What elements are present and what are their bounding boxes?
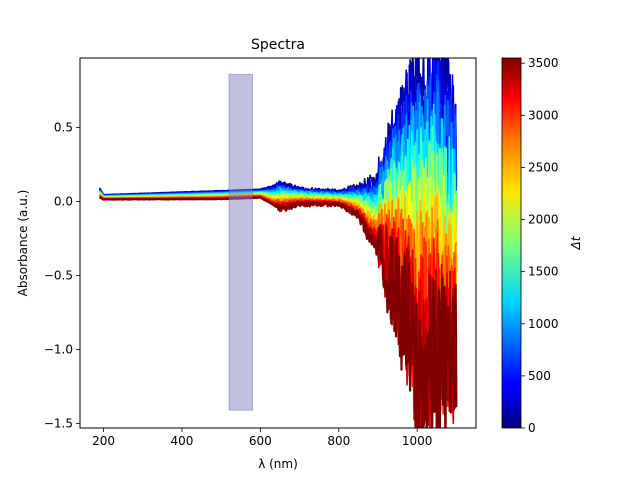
series-layer [98, 58, 458, 428]
x-tick-label: 1000 [402, 434, 433, 448]
y-axis-ticks: 0.5 0.0 −0.5 −1.0 −1.5 [44, 121, 80, 431]
chart-title: Spectra [251, 37, 305, 53]
colorbar-tick-label: 2000 [528, 213, 559, 227]
colorbar-tick-label: 0 [528, 421, 536, 435]
colorbar-tick-label: 3000 [528, 108, 559, 122]
colorbar-tick-label: 1500 [528, 265, 559, 279]
x-axis-label: λ (nm) [258, 457, 298, 471]
y-axis-label: Absorbance (a.u.) [16, 190, 30, 297]
y-tick-label: −1.0 [44, 343, 73, 357]
x-axis-ticks: 200 400 600 800 1000 [92, 428, 432, 448]
plot-frame [79, 57, 477, 429]
colorbar-tick-label: 2500 [528, 160, 559, 174]
colorbar-tick-label: 500 [528, 369, 551, 383]
y-tick-label: −1.5 [44, 417, 73, 431]
y-tick-label: −0.5 [44, 269, 73, 283]
y-tick-label: 0.0 [54, 195, 73, 209]
x-tick-label: 800 [327, 434, 350, 448]
x-tick-label: 600 [249, 434, 272, 448]
colorbar-tick-label: 1000 [528, 317, 559, 331]
highlight-band [228, 73, 254, 411]
x-tick-label: 200 [92, 434, 115, 448]
colorbar [501, 57, 522, 429]
colorbar-ticks: 0 500 1000 1500 2000 2500 3000 3500 [521, 56, 559, 435]
colorbar-tick-label: 3500 [528, 56, 559, 70]
y-tick-label: 0.5 [54, 121, 73, 135]
spectrum-line [98, 196, 458, 428]
x-tick-label: 400 [170, 434, 193, 448]
colorbar-label: Δt [569, 235, 583, 250]
